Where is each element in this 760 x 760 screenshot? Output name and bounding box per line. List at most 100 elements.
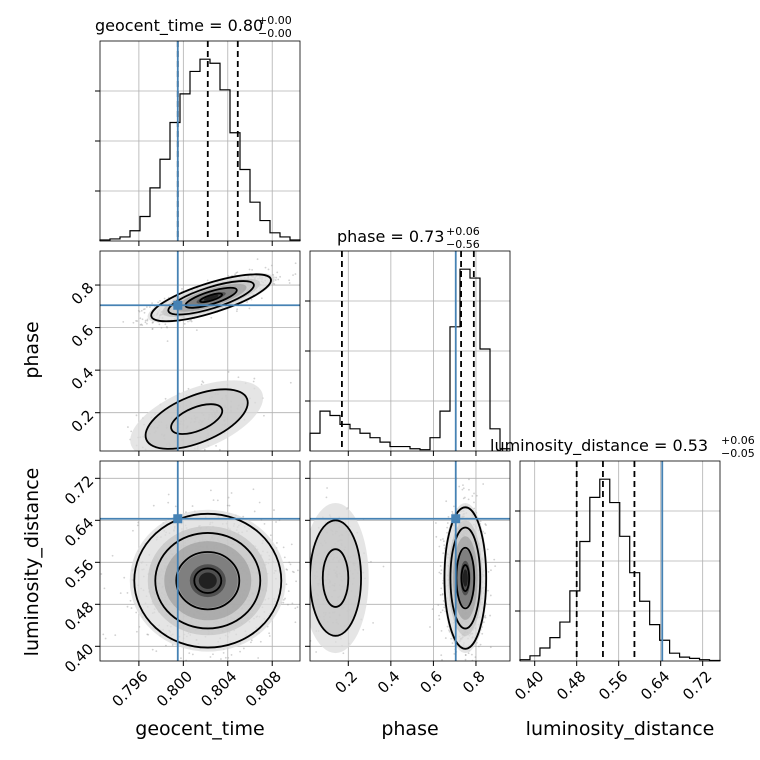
sample-point (294, 607, 297, 610)
sample-point (264, 266, 267, 269)
sample-point (447, 516, 450, 518)
sample-point (451, 510, 454, 513)
x-tick-label-phase: 0.2 (331, 667, 361, 697)
sample-point (171, 644, 174, 646)
x-tick-label-luminosity_distance: 0.72 (679, 667, 715, 703)
sample-point (235, 310, 238, 313)
sample-point (146, 319, 149, 322)
sample-point (172, 459, 174, 461)
sample-point (138, 310, 141, 313)
sample-point (222, 652, 225, 654)
sample-point (210, 671, 212, 673)
sample-point (155, 650, 158, 653)
sample-point (242, 515, 245, 518)
sample-point (103, 587, 106, 590)
sample-point (167, 493, 170, 496)
truth-marker (451, 514, 461, 524)
sample-point (470, 653, 473, 656)
sample-point (143, 308, 146, 310)
sample-point (453, 505, 455, 508)
sample-point (479, 520, 482, 523)
sample-point (283, 556, 286, 559)
sample-point (293, 571, 295, 574)
sample-point (306, 582, 308, 584)
sample-point (126, 605, 129, 608)
sample-point (291, 602, 294, 605)
xlabel-luminosity-distance: luminosity_distance (526, 718, 715, 740)
x-tick-label-phase: 0.4 (374, 667, 404, 697)
ylabel-phase: phase (21, 321, 43, 378)
x-tick-label-phase: 0.6 (417, 667, 447, 697)
contour-line (443, 506, 488, 650)
sample-point (442, 600, 445, 602)
sample-point (467, 498, 470, 501)
sample-point (137, 309, 140, 312)
sample-point (248, 307, 251, 310)
sample-point (273, 283, 276, 285)
x-tick-label-luminosity_distance: 0.64 (637, 667, 673, 703)
panel-frame (519, 460, 721, 662)
sample-point (487, 571, 490, 573)
sample-point (195, 329, 198, 332)
sample-point (285, 568, 288, 571)
sample-point (165, 325, 168, 328)
sample-point (462, 670, 464, 672)
sample-point (325, 496, 328, 499)
sample-point (294, 262, 297, 265)
sample-point (253, 510, 256, 513)
sample-point (494, 565, 497, 568)
sample-point (136, 320, 139, 322)
sample-point (439, 594, 442, 596)
sample-point (441, 592, 444, 595)
y-tick-label-luminosity_distance: 0.48 (61, 598, 97, 634)
sample-point (212, 653, 214, 656)
sample-point (227, 657, 230, 659)
histogram-luminosity_distance (519, 478, 721, 662)
sample-point (451, 669, 453, 671)
sample-point (220, 658, 222, 660)
title-geocent-time: geocent_time = 0.80 (95, 16, 263, 36)
x-tick-label-luminosity_distance: 0.40 (511, 667, 547, 703)
sample-point (441, 609, 444, 612)
sample-point (184, 663, 186, 665)
contour-line (150, 273, 272, 323)
sample-point (236, 271, 239, 274)
sample-point (250, 641, 252, 644)
sample-point (149, 306, 151, 309)
sample-point (431, 608, 434, 611)
sample-point (370, 560, 372, 563)
sample-point (242, 647, 245, 650)
panel-frame (309, 460, 511, 662)
sample-point (224, 656, 227, 659)
sample-point (439, 572, 442, 575)
sample-point (289, 563, 292, 566)
sample-point (248, 268, 251, 271)
title-geocent-time-sub: −0.00 (258, 27, 292, 40)
sample-point (166, 662, 168, 664)
sample-point (130, 607, 133, 609)
sample-point (127, 426, 129, 428)
sample-point (467, 652, 470, 655)
xlabel-geocent-time: geocent_time (135, 718, 264, 740)
sample-point (441, 659, 443, 661)
sample-point (444, 637, 447, 639)
sample-point (253, 377, 256, 380)
sample-point (151, 302, 154, 304)
sample-point (439, 565, 442, 567)
sample-point (256, 258, 259, 261)
sample-point (296, 606, 299, 609)
sample-point (151, 648, 154, 651)
sample-point (191, 505, 194, 507)
sample-point (273, 509, 275, 511)
sample-point (295, 580, 297, 583)
sample-point (453, 653, 456, 655)
sample-point (159, 300, 161, 302)
sample-point (458, 485, 461, 488)
sample-point (474, 694, 476, 696)
sample-point (145, 306, 148, 308)
sample-point (163, 297, 166, 300)
sample-point (289, 381, 292, 384)
panel-frame (99, 460, 301, 662)
sample-point (462, 484, 464, 487)
sample-point (201, 380, 204, 383)
